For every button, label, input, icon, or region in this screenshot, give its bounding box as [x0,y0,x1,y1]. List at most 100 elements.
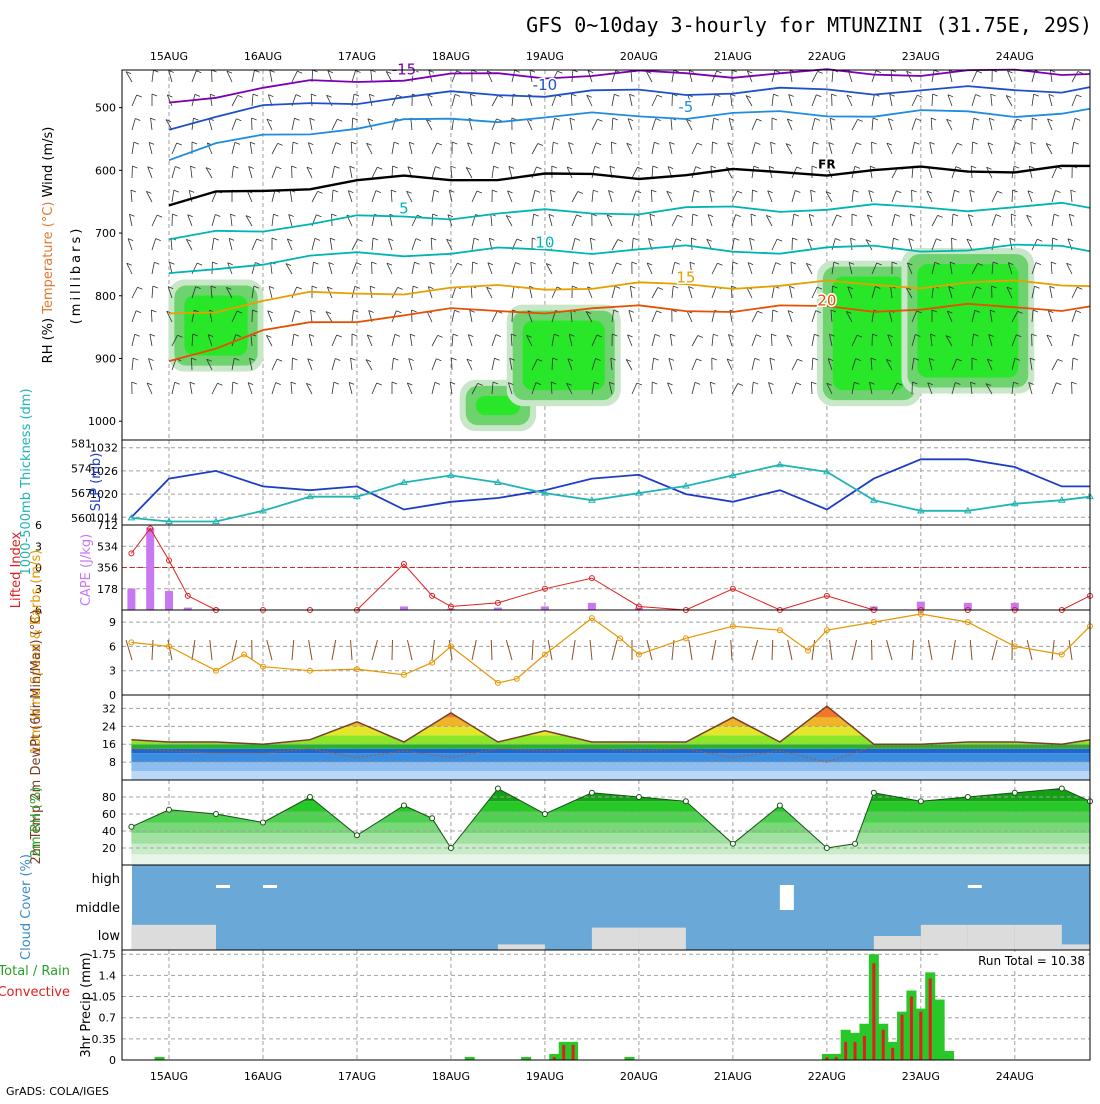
wind-barb [130,214,132,226]
wind-barb [672,262,675,274]
wind-barb-flag [613,118,618,120]
wind-barb-flag [712,142,717,144]
wind-barb [890,94,892,106]
wind-barb [332,143,336,154]
wind-barb [812,334,814,346]
wind-barb [852,119,858,130]
wind-barb [131,190,132,202]
wind-barb [612,118,613,130]
wind-barb [150,334,152,346]
wind-barb [531,262,532,274]
slp-line [131,459,1090,517]
wind-barb-flag [890,94,895,96]
wind-barb-flag [953,214,958,216]
wind-barb-flag [597,119,602,121]
wind-barb-flag [737,191,742,193]
wind-barb-flag [876,71,881,73]
wind-barb [688,287,692,298]
wind-barb-flag [396,311,401,313]
wind-barb-flag [252,118,257,120]
rh-marker [166,807,171,812]
wind10m-barb [351,640,352,660]
wind-barb [152,239,156,250]
wind-barb [1052,191,1056,202]
date-label-bottom: 17AUG [338,1070,376,1083]
wind-barb-flag [212,262,217,264]
wind-barb [352,71,356,82]
wind-barb [710,382,712,394]
wind-barb [970,190,972,202]
wind-barb-flag [494,358,499,360]
wind-barb-flag [818,71,823,73]
wind-barb [752,382,753,394]
wind-barb-flag [616,263,621,265]
wind-barb-flag [174,190,179,192]
wind-barb-flag [1077,287,1082,289]
wind-barb-flag [717,71,722,73]
wind-barb [972,95,976,106]
wind-barb-flag [416,239,421,241]
wind-barb [452,118,454,130]
wind-barb [512,70,515,82]
wind-barb [550,190,552,202]
wind-barb [752,142,755,154]
wind-barb-flag [236,119,241,121]
wind10m-barb [168,640,172,660]
wind-barb [272,190,275,202]
wind-barb [632,167,637,178]
precip-conv-bar [872,963,875,1060]
wind-barb-flag [197,263,202,265]
pressure-tick: 500 [95,102,116,115]
wind-barb-flag [454,310,459,312]
wind-barb-flag [296,95,301,97]
wind-barb [412,239,416,250]
wind-barb [132,287,137,298]
wind-barb [629,310,632,322]
wind-barb-flag [733,262,738,264]
li-marker [129,551,134,556]
precip-tick: 0.7 [99,1012,117,1025]
wind-barb [772,286,774,298]
wind-barb [252,239,257,250]
wind-barb-flag [696,167,701,169]
wind-barb [608,191,612,202]
wind-barb-flag [657,95,662,97]
wind-barb-flag [557,71,562,73]
wind-barb-flag [656,119,661,121]
wind-barb-flag [658,288,663,290]
wind-barb [1072,118,1075,130]
rh-marker [824,846,829,851]
wind10m-barb [852,640,857,660]
wind-barb-flag [812,166,817,168]
wind-barb [832,70,833,82]
wind-barb-flag [633,238,638,240]
wind10m-barb [506,640,512,660]
cape-bar [541,606,549,610]
wind-barb [492,166,494,178]
wind-barb-flag [773,310,778,312]
wind-barb-flag [135,334,140,336]
wind-barb-flag [515,70,520,72]
cloud-low-block [131,925,169,950]
wind-barb [932,215,938,226]
wind-barb-flag [450,382,455,384]
wind-barb-flag [856,143,861,145]
wind-barb-flag [253,94,258,96]
wind-barb [272,167,276,178]
wind-barb-flag [157,215,162,217]
temp-tick: 16 [102,738,116,751]
wind-barb [151,310,152,322]
wind-barb [568,143,572,154]
wind-speed-line [131,614,1090,683]
wind-barb-flag [437,143,442,145]
wind-barb [432,167,436,178]
wind-barb-flag [974,118,979,120]
precip-conv-bar [844,1042,847,1060]
isotherm-label: 5 [399,200,409,218]
wind-barb [272,214,273,226]
wind-barb-flag [1017,119,1022,121]
wind-barb [632,191,636,202]
wind-barb [669,358,672,370]
wind-barb-flag [637,383,642,385]
wind-barb [812,358,813,370]
